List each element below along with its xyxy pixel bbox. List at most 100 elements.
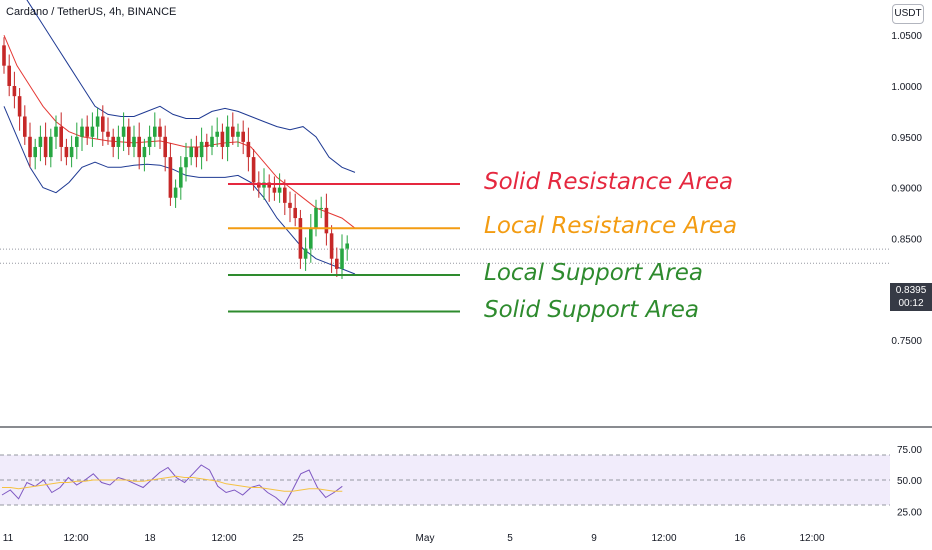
candle-body	[189, 146, 193, 158]
candle-body	[298, 218, 303, 259]
candle-body	[111, 136, 115, 147]
time-tick-label: 16	[734, 533, 746, 544]
candle-body	[12, 86, 17, 97]
candle-body	[85, 126, 89, 137]
candle-body	[142, 146, 147, 158]
candle-body	[319, 207, 323, 209]
candle-body	[153, 126, 157, 137]
level-lines	[228, 183, 460, 313]
candle-body	[7, 65, 11, 86]
candle-body	[283, 187, 287, 203]
candle-body	[23, 116, 27, 137]
candle-body	[54, 126, 58, 137]
candle-body	[210, 136, 214, 147]
candle-body	[225, 126, 230, 147]
price-tick-label: 0.9000	[891, 184, 922, 195]
candle-body	[246, 141, 251, 158]
candle-body	[106, 131, 110, 137]
time-tick-label: May	[416, 533, 435, 544]
candle-body	[194, 146, 199, 158]
candle-body	[231, 126, 235, 137]
candle-body	[288, 202, 292, 208]
time-tick-label: 9	[591, 533, 597, 544]
candle-body	[314, 207, 318, 229]
bollinger-bands	[3, 0, 356, 275]
candle-body	[257, 182, 261, 188]
time-tick-label: 11	[3, 533, 14, 544]
candle-body	[17, 96, 22, 117]
candle-body	[38, 136, 43, 147]
candle-body	[80, 126, 84, 137]
candle-body	[220, 131, 225, 147]
time-tick-label: 12:00	[651, 533, 676, 544]
candle-body	[69, 146, 74, 158]
candle-body	[95, 116, 100, 127]
local-support-label: Local Support Area	[484, 259, 703, 286]
solid-resistance-label: Solid Resistance Area	[484, 169, 734, 196]
price-tick-label: 0.8500	[891, 234, 922, 245]
rsi-tick-label: 25.00	[897, 507, 922, 518]
currency-button[interactable]: USDT	[892, 4, 924, 24]
bollinger-upper	[26, 0, 356, 173]
candle-body	[101, 116, 105, 132]
candle-body	[168, 157, 173, 198]
candle-body	[205, 141, 209, 147]
candle-body	[158, 126, 162, 137]
candle-body	[121, 126, 126, 137]
candle-body	[132, 136, 136, 147]
candle-body	[236, 131, 240, 137]
candle-body	[199, 141, 204, 158]
candle-body	[267, 182, 271, 188]
candle-body	[262, 182, 266, 188]
candle-body	[28, 136, 32, 158]
price-gridlines	[0, 248, 890, 264]
last-price-tag: 0.8395 00:12	[890, 283, 932, 311]
candle-body	[59, 126, 63, 147]
candle-body	[293, 207, 297, 219]
candle-body	[277, 187, 282, 193]
candle-body	[340, 248, 344, 269]
local-resistance-label: Local Resistance Area	[484, 213, 738, 240]
last-price-value: 0.8395	[895, 285, 927, 296]
solid-support-label: Solid Support Area	[484, 296, 700, 323]
rsi-pane: 25.00 50.00 75.00	[0, 445, 922, 518]
time-tick-label: 12:00	[63, 533, 88, 544]
time-tick-label: 18	[144, 533, 156, 544]
candle-body	[147, 136, 152, 147]
candle-body	[64, 146, 69, 158]
candle-body	[173, 187, 178, 198]
bar-countdown: 00:12	[898, 298, 924, 309]
price-tick-label: 1.0500	[891, 31, 922, 42]
time-tick-label: 5	[507, 533, 513, 544]
candle-body	[309, 228, 313, 249]
candle-body	[33, 146, 37, 158]
candle-body	[272, 187, 277, 193]
candle-body	[251, 157, 256, 183]
candle-body	[43, 136, 48, 158]
candle-body	[215, 131, 219, 137]
candle-body	[49, 136, 53, 158]
candle-body	[90, 126, 95, 137]
candle-body	[324, 207, 329, 234]
candle-body	[163, 136, 167, 158]
rsi-signal-line	[2, 475, 343, 492]
time-axis: 11 12:00 18 12:00 25 May 5 9 12:00 16 12:00	[3, 533, 825, 544]
candle-body	[116, 136, 121, 147]
candle-body	[335, 258, 339, 269]
price-tick-label: 0.9500	[891, 133, 922, 144]
rsi-line	[1, 464, 343, 506]
price-tick-label: 1.0000	[891, 82, 922, 93]
candle-body	[329, 233, 334, 259]
candle-body	[303, 248, 308, 259]
candle-body	[137, 136, 141, 158]
candle-body	[2, 45, 6, 66]
time-tick-label: 25	[292, 533, 304, 544]
candlestick-series	[2, 37, 349, 280]
candle-body	[127, 126, 131, 147]
candle-body	[179, 167, 183, 188]
time-tick-label: 12:00	[211, 533, 236, 544]
candle-body	[241, 131, 245, 142]
symbol-title: Cardano / TetherUS, 4h, BINANCE	[6, 6, 177, 18]
time-tick-label: 12:00	[799, 533, 824, 544]
